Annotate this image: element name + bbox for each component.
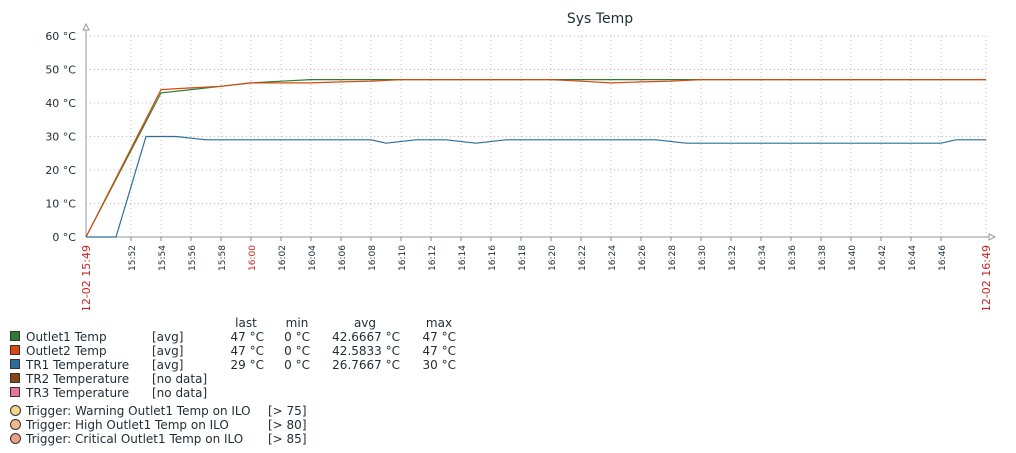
legend-swatch — [10, 331, 20, 341]
y-tick-label: 10 °C — [45, 198, 76, 211]
legend-swatch — [10, 387, 20, 397]
legend-item-last: 47 °C — [230, 330, 264, 344]
legend-item-function: [avg] — [152, 344, 184, 358]
legend-item-avg: 42.5833 °C — [332, 344, 400, 358]
legend-header-min: min — [285, 316, 309, 330]
legend-swatch — [10, 359, 20, 369]
legend-item-name: TR2 Temperature — [26, 372, 130, 386]
legend-item-max: 47 °C — [422, 344, 456, 358]
legend-item-function: [avg] — [152, 330, 184, 344]
legend-item-max: 47 °C — [422, 330, 456, 344]
series-lines — [85, 78, 986, 238]
legend-item-function: [no data] — [152, 386, 208, 400]
x-tick-label: 16:04 — [308, 245, 318, 271]
x-tick-label: 16:22 — [578, 245, 588, 271]
x-end-label: 12-02 16:49 — [980, 245, 993, 310]
y-tick-label: 20 °C — [45, 164, 76, 177]
chart-title: Sys Temp — [567, 11, 633, 27]
trigger-circle-icon — [10, 419, 21, 430]
legend-item-avg: 42.6667 °C — [332, 330, 400, 344]
y-axis-arrow — [82, 22, 90, 31]
legend-item-min: 0 °C — [284, 358, 310, 372]
x-tick-label: 16:10 — [398, 245, 408, 271]
x-tick-label: 16:18 — [518, 245, 528, 271]
x-tick-label: 16:20 — [548, 245, 558, 271]
trigger-label: Trigger: High Outlet1 Temp on ILO — [26, 418, 229, 432]
y-tick-label: 60 °C — [45, 30, 76, 43]
series-line-tr1-temperature — [86, 135, 986, 238]
x-tick-label: 16:28 — [668, 245, 678, 271]
legend-header-avg: avg — [353, 316, 377, 330]
trigger-label: Trigger: Warning Outlet1 Temp on ILO — [26, 404, 251, 418]
y-tick-label: 50 °C — [45, 64, 76, 77]
x-tick-label: 16:24 — [608, 245, 618, 271]
x-tick-label: 16:32 — [728, 245, 738, 271]
x-start-label: 12-02 15:49 — [80, 245, 93, 310]
trigger-condition: [> 75] — [268, 404, 307, 418]
x-tick-label: 16:42 — [878, 245, 888, 271]
trigger-label: Trigger: Critical Outlet1 Temp on ILO — [26, 432, 244, 446]
legend-item-last: 47 °C — [230, 344, 264, 358]
x-tick-label: 16:16 — [488, 245, 498, 271]
x-tick-label: 16:26 — [638, 245, 648, 271]
legend-item-avg: 26.7667 °C — [332, 358, 400, 372]
x-tick-label: 16:40 — [848, 245, 858, 271]
x-tick-label: 16:02 — [278, 245, 288, 271]
x-tick-label: 15:52 — [128, 245, 138, 271]
x-tick-label: 16:36 — [788, 245, 798, 271]
x-tick-label: 16:00 — [248, 245, 258, 271]
legend-swatch — [10, 345, 20, 355]
chart-area: Sys Temp 0 °C 10 °C 20 °C 30 °C 40 °C 50 °C 60… — [45, 11, 997, 310]
legend-swatch — [10, 373, 20, 383]
trigger-condition: [> 85] — [268, 432, 307, 446]
y-tick-label: 40 °C — [45, 97, 76, 110]
legend-item-name: TR1 Temperature — [26, 358, 130, 372]
x-tick-label: 16:30 — [698, 245, 708, 271]
x-axis-arrow — [988, 233, 997, 241]
trigger-condition: [> 80] — [268, 418, 307, 432]
x-tick-label: 16:08 — [368, 245, 378, 271]
legend-item-function: [no data] — [152, 372, 208, 386]
legend-item-min: 0 °C — [284, 330, 310, 344]
trigger-circle-icon — [10, 405, 21, 416]
x-tick-label: 15:58 — [218, 245, 228, 271]
x-tick-label: 16:46 — [938, 245, 948, 271]
legend-item-max: 30 °C — [422, 358, 456, 372]
axes — [82, 22, 997, 241]
grid — [86, 35, 987, 237]
tick-labels: 0 °C 10 °C 20 °C 30 °C 40 °C 50 °C 60 °C 15:52 1… — [45, 30, 993, 310]
x-tick-label: 15:56 — [188, 245, 198, 271]
legend-item-last: 29 °C — [230, 358, 264, 372]
x-tick-label: 16:38 — [818, 245, 828, 271]
x-tick-label: 16:34 — [758, 245, 768, 271]
x-tick-label: 15:54 — [158, 245, 168, 271]
legend-item-function: [avg] — [152, 358, 184, 372]
y-tick-label: 30 °C — [45, 131, 76, 144]
legend-item-min: 0 °C — [284, 344, 310, 358]
legend-item-name: TR3 Temperature — [26, 386, 130, 400]
x-tick-label: 16:14 — [458, 245, 468, 271]
x-tick-label: 16:06 — [338, 245, 348, 271]
y-tick-label: 0 °C — [52, 231, 76, 244]
legend-header-max: max — [425, 316, 453, 330]
trigger-circle-icon — [10, 433, 21, 444]
legend-header-last: last — [235, 316, 257, 330]
series-line-outlet2-temp — [85, 78, 986, 238]
x-tick-label: 16:44 — [908, 245, 918, 271]
legend-item-name: Outlet2 Temp — [26, 344, 107, 358]
x-tick-label: 16:12 — [428, 245, 438, 271]
legend-item-name: Outlet1 Temp — [26, 330, 107, 344]
